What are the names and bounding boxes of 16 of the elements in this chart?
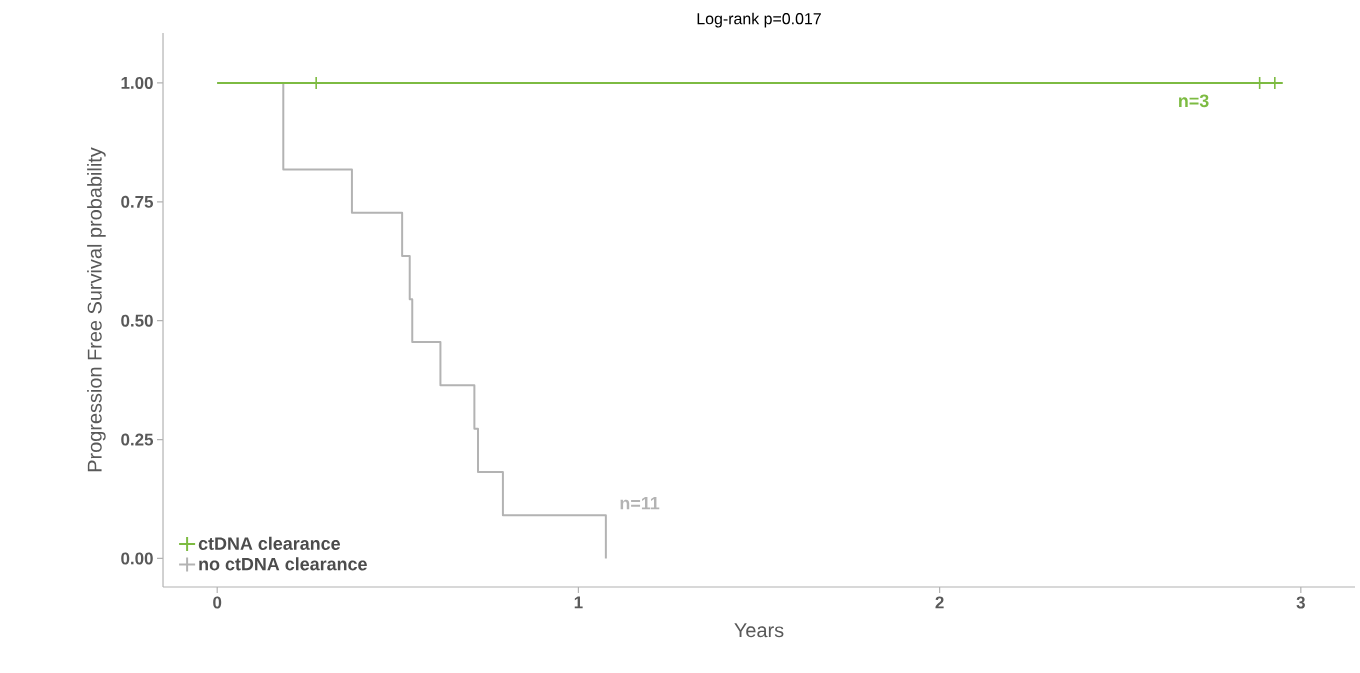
x-tick-label: 2 <box>935 596 944 609</box>
x-axis-title: Years <box>734 623 784 638</box>
y-axis-title: Progression Free Survival probability <box>87 147 106 472</box>
y-tick-label: 0.50 <box>121 314 153 327</box>
y-tick-label: 0.25 <box>121 433 154 446</box>
y-tick-label: 1.00 <box>121 76 153 89</box>
x-tick-label: 3 <box>1296 596 1305 609</box>
chart-title: Log-rank p=0.017 <box>697 12 821 28</box>
x-tick-label: 0 <box>213 596 222 609</box>
legend-label: ctDNA clearance <box>198 536 340 550</box>
annotation: n=3 <box>1179 94 1209 108</box>
y-tick-label: 0.75 <box>121 195 154 208</box>
y-tick-label: 0.00 <box>121 552 153 565</box>
annotation: n=11 <box>620 497 660 510</box>
legend-label: no ctDNA clearance <box>199 557 367 571</box>
x-tick-label: 1 <box>574 596 583 609</box>
